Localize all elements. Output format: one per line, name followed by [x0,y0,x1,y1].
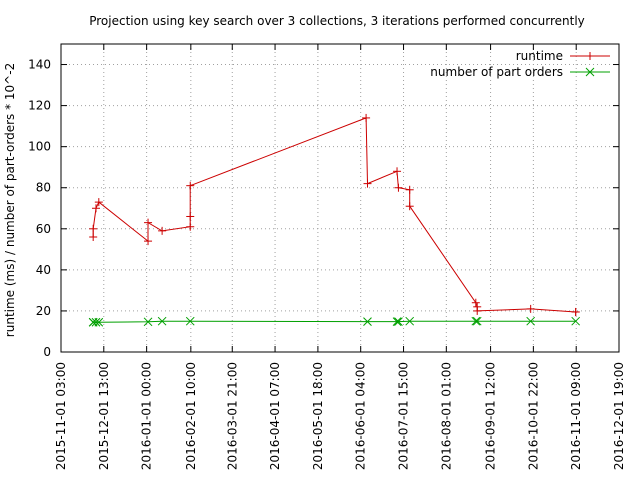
series-1-point [405,202,414,211]
series-1-point [471,298,480,307]
x-tick-label: 2016-08-01 01:00 [439,362,453,470]
series-1-point [526,304,535,313]
series-layer [88,113,581,327]
series-line-2 [93,320,576,323]
series-2-point [91,317,101,327]
series-2-point [472,316,482,326]
y-tick-label: 60 [36,222,51,236]
y-tick-label: 100 [28,140,51,154]
axes: 0 20 40 60 80 100 120 140 2015-11-01 03:00 2015-1… [28,44,626,470]
series-1-point [89,233,98,242]
series-1-point [362,113,371,122]
y-tick-label: 20 [36,304,51,318]
x-tick-label: 2016-09-01 12:00 [484,362,498,470]
series-1-point [94,198,103,207]
series-1-point [89,224,98,233]
chart-title: Projection using key search over 3 colle… [89,14,585,28]
series-2-point [94,317,104,327]
series-2-point [185,316,195,326]
series-2-point [392,317,402,326]
series-2-point [571,316,581,326]
x-tick-label: 2016-06-01 04:00 [354,362,368,470]
series-2-point [363,317,372,326]
y-tick-label: 0 [43,345,51,359]
legend-marker [586,52,594,60]
series-1-point [186,222,195,231]
series-1-point [394,183,403,192]
x-tick-label: 2016-01-01 00:00 [140,362,154,470]
legend-label: runtime [516,49,563,63]
series-1-point [363,179,372,188]
x-tick-label: 2016-12-01 19:00 [612,362,626,470]
legend-label: number of part orders [430,65,563,79]
series-1-point [144,218,153,227]
x-tick-label: 2016-11-01 09:00 [569,362,583,470]
x-tick-label: 2016-07-01 15:00 [397,362,411,470]
x-tick-label: 2016-10-01 22:00 [526,362,540,470]
series-1-point [393,167,402,176]
series-1-point [473,306,482,315]
series-2-point [143,317,153,327]
series-1-point [144,237,153,246]
series-1-point [405,185,414,194]
series-2-point [157,316,167,326]
series-2-point [394,317,403,326]
plot-frame [60,43,620,353]
y-tick-label: 80 [36,181,51,195]
series-2-point [526,316,536,326]
x-tick-label: 2016-02-01 10:00 [184,362,198,470]
grid [61,44,619,352]
x-tick-label: 2016-03-01 21:00 [225,362,239,470]
series-1-point [158,226,167,235]
legend: runtime number of part orders [430,49,610,79]
series-1-point [186,212,195,221]
legend-marker [585,67,595,77]
series-2-point [405,316,415,326]
y-tick-label: 40 [36,263,51,277]
x-tick-label: 2015-12-01 13:00 [97,362,111,470]
x-tick-label: 2015-11-01 03:00 [54,362,68,470]
series-1-point [571,307,580,316]
x-tick-label: 2016-04-01 07:00 [268,362,282,470]
y-tick-label: 140 [28,58,51,72]
y-tick-label: 120 [28,99,51,113]
y-axis-label: runtime (ms) / number of part-orders * 1… [3,63,17,337]
series-1-point [91,204,100,213]
series-2-point [471,316,481,326]
x-tick-label: 2016-05-01 18:00 [311,362,325,470]
series-1-point [186,181,195,190]
